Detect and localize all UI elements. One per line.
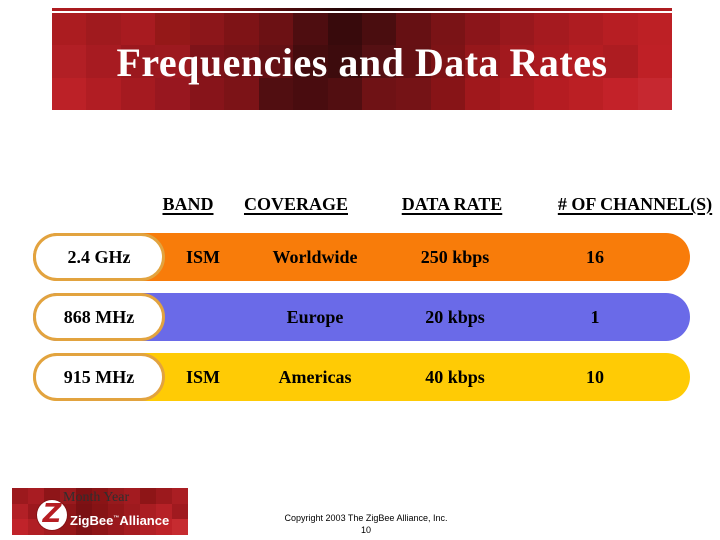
band-cell: ISM (185, 247, 220, 267)
column-header-coverage: COVERAGE (243, 194, 348, 214)
page-number: 10 (360, 525, 371, 535)
banner-top-accent-line (52, 8, 672, 11)
data-rate-cell: 20 kbps (425, 307, 485, 327)
band-cell (163, 293, 243, 341)
frequency-pill: 2.4 GHz (33, 233, 165, 281)
month-year-placeholder: Month Year (63, 490, 130, 505)
zigbee-z-icon: Z (37, 500, 67, 530)
table-row: 2.4 GHz ISM Worldwide 250 kbps 16 (0, 233, 720, 281)
data-rate-cell: 250 kbps (420, 247, 490, 267)
column-header-channels: # OF CHANNEL(S) (557, 194, 713, 214)
footer-copyright: Copyright 2003 The ZigBee Alliance, Inc.… (216, 512, 516, 536)
zigbee-z-letter: Z (42, 499, 62, 529)
column-header-data-rate: DATA RATE (401, 194, 503, 214)
coverage-cell: Europe (286, 307, 344, 327)
frequency-pill: 868 MHz (33, 293, 165, 341)
channels-cell: 16 (586, 247, 604, 267)
coverage-cell: Worldwide (272, 247, 358, 267)
brand-first: ZigBee (70, 513, 114, 528)
data-rate-cell: 40 kbps (425, 367, 485, 387)
trademark-symbol: ™ (113, 515, 120, 522)
channels-cell: 10 (586, 367, 604, 387)
frequency-pill: 915 MHz (33, 353, 165, 401)
column-header-band: BAND (162, 194, 214, 214)
brand-second: Alliance (119, 513, 170, 528)
band-cell: ISM (185, 367, 220, 387)
coverage-cell: Americas (278, 367, 352, 387)
zigbee-alliance-logo: Z ZigBee™Alliance (12, 488, 188, 535)
channels-cell: 1 (590, 307, 600, 327)
zigbee-alliance-wordmark: ZigBee™Alliance (70, 513, 169, 528)
title-banner: Frequencies and Data Rates (52, 13, 672, 110)
copyright-text: Copyright 2003 The ZigBee Alliance, Inc. (284, 513, 448, 523)
slide-title: Frequencies and Data Rates (116, 40, 608, 85)
banner-mosaic-background (52, 13, 672, 110)
table-row: 868 MHz Europe 20 kbps 1 (0, 293, 720, 341)
table-row: 915 MHz ISM Americas 40 kbps 10 (0, 353, 720, 401)
